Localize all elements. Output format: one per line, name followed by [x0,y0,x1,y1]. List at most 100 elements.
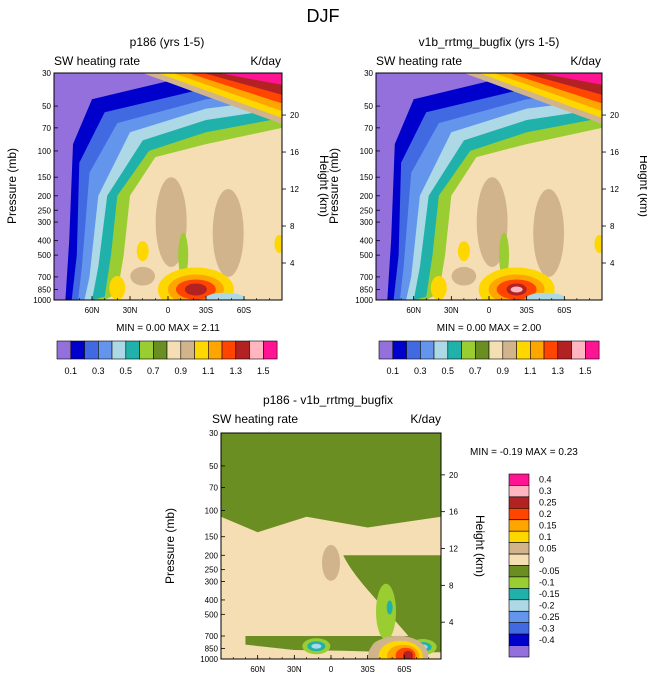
latitude-tick-label: 60S [557,306,571,315]
latitude-tick-label: 60N [406,306,421,315]
colorbar-label: 0.3 [92,366,105,376]
pressure-tick-label: 70 [209,484,218,493]
colorbar-swatch [508,553,530,566]
pressure-tick-label: 400 [38,237,52,246]
colorbar-swatch [392,340,407,360]
colorbar-label: 0.25 [539,498,557,508]
contour-fill [430,275,447,300]
colorbar-swatch [508,473,530,486]
colorbar-label: 0.05 [539,543,557,553]
colorbar-swatch [508,507,530,520]
colorbar-swatch [98,340,113,360]
height-tick-label: 16 [449,508,458,517]
contour-fill [403,650,413,659]
colorbar-label: 0.1 [539,532,552,542]
pressure-tick-label: 300 [205,577,219,586]
contour-fill-group [376,73,602,300]
colorbar-swatch [419,340,435,360]
colorbar-swatch [235,340,250,360]
colorbar-swatch [180,340,195,360]
contour-fill [376,73,387,300]
contour-fill [376,583,396,640]
pressure-tick-label: 150 [360,173,374,182]
pressure-tick-label: 250 [38,206,52,215]
colorbar-label: -0.25 [539,612,560,622]
panel-left-label: SW heating rate [376,54,462,68]
colorbar-swatch [166,340,182,360]
latitude-tick-label: 30S [520,306,534,315]
contour-fill [274,234,282,253]
latitude-tick-label: 30N [287,665,302,674]
contour-fill [533,188,565,277]
contour-fill [54,73,282,300]
colorbar-swatch [461,340,476,360]
colorbar-swatch [447,340,462,360]
pressure-tick-label: 1000 [355,296,373,305]
colorbar-swatch [406,340,421,360]
contour-fill [184,283,207,296]
height-tick-label: 8 [290,222,295,231]
colorbar-label: 1.1 [202,366,215,376]
colorbar-swatch [508,565,530,578]
contour-fill [136,241,149,262]
pressure-tick-label: 850 [205,645,219,654]
colorbar-label: 0.9 [496,366,509,376]
pressure-tick-label: 50 [209,462,218,471]
pressure-tick-label: 700 [360,273,374,282]
colorbar-label: 0.5 [441,366,454,376]
latitude-tick-label: 0 [487,306,492,315]
colorbar-swatch [221,340,237,360]
pressure-tick-label: 70 [42,124,51,133]
colorbar-swatch [529,340,545,360]
contour-fill [525,292,566,300]
colorbar-swatch [56,340,72,360]
contour-plot: 30 50 70 100 150 200 250 300 400 500 700 850 1000 20 1… [355,69,619,315]
height-tick-label: 4 [290,259,295,268]
colorbar-swatch [125,340,140,360]
pressure-tick-label: 200 [360,192,374,201]
contour-fill [130,266,156,286]
pressure-tick-label: 200 [38,192,52,201]
pressure-tick-label: 700 [38,273,52,282]
colorbar-label: 0.9 [174,366,187,376]
colorbar-label: 0.1 [64,366,77,376]
colorbar-label: -0.1 [539,578,555,588]
colorbar-swatch [508,519,530,532]
contour-fill [178,232,189,278]
colorbar-swatch [433,340,449,360]
pressure-tick-label: 250 [360,206,374,215]
colorbar-swatch [378,340,394,360]
pressure-tick-label: 1000 [33,296,51,305]
colorbar-label: 1.1 [524,366,537,376]
colorbar-swatch [208,340,223,360]
height-tick-label: 20 [610,111,619,120]
panel-title: v1b_rrtmg_bugfix (yrs 1-5) [419,35,560,49]
height-tick-label: 16 [610,148,619,157]
pressure-tick-label: 50 [364,102,373,111]
colorbar-label: 0.3 [539,486,552,496]
colorbar-swatch [249,340,264,360]
height-tick-label: 12 [610,185,619,194]
height-tick-label: 16 [290,148,299,157]
colorbar-label: 0.2 [539,509,552,519]
colorbar-swatch [557,340,572,360]
contour-fill [205,292,245,300]
colorbar-label: 0.1 [386,366,399,376]
contour-fill [221,433,441,533]
panel-title: p186 - v1b_rrtmg_bugfix [263,393,393,407]
latitude-tick-label: 30S [361,665,375,674]
height-tick-label: 20 [290,111,299,120]
y2-axis-title: Height (km) [637,155,647,217]
y-axis-title: Pressure (mb) [5,148,19,224]
contour-fill [594,234,602,253]
panel-left-label: SW heating rate [212,412,298,426]
contour-fill [54,73,282,300]
pressure-tick-label: 50 [42,102,51,111]
latitude-tick-label: 60N [250,665,265,674]
latitude-tick-label: 0 [329,665,334,674]
colorbar-swatch [508,633,530,646]
pressure-tick-label: 30 [209,429,218,438]
contour-fill [212,188,244,277]
pressure-tick-label: 400 [205,596,219,605]
latitude-tick-label: 0 [166,306,171,315]
